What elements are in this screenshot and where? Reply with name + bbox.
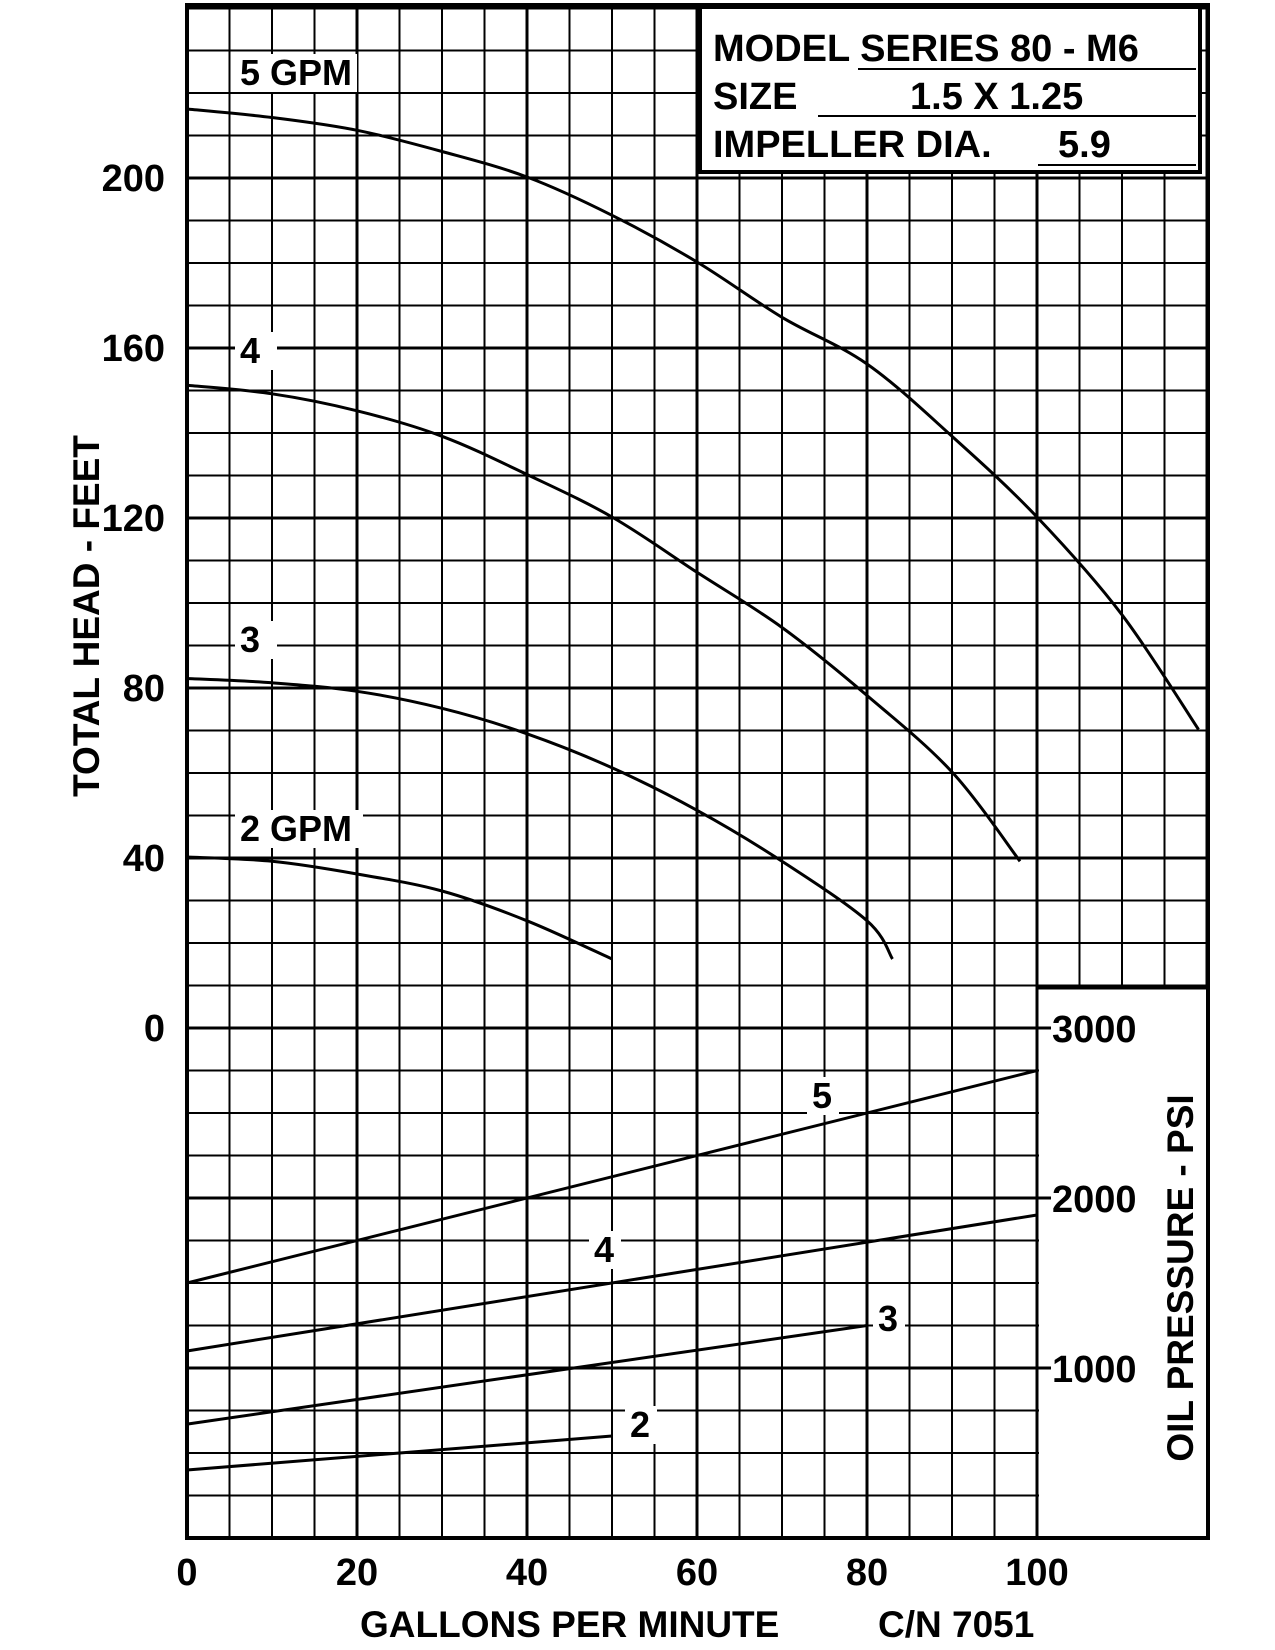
catalog-number: C/N 7051: [878, 1604, 1034, 1645]
pressure-line-2: [186, 1213, 1038, 1353]
x-tick-label: 100: [1005, 1552, 1068, 1594]
pressure-lines: 5 4 3 2: [186, 1069, 1038, 1472]
y-left-tick-label: 160: [102, 328, 165, 370]
x-tick-label: 20: [336, 1552, 378, 1594]
pressure-line-label-bg: [589, 1231, 621, 1269]
head-curve-label: 4: [240, 330, 260, 371]
head-curve-3: [186, 677, 894, 960]
info-impeller-value: 5.9: [1058, 124, 1111, 166]
x-tick-label: 40: [506, 1552, 548, 1594]
chart-frame: [185, 3, 1210, 1540]
head-curves: 5 GPM 4 3 2 GPM: [186, 52, 1200, 961]
y-left-axis-title: TOTAL HEAD - FEET: [66, 435, 107, 797]
info-size-label: SIZE: [713, 76, 797, 118]
pressure-line-1: [186, 1069, 1038, 1285]
pressure-line-label: 2: [630, 1404, 650, 1445]
head-curve-label: 2 GPM: [240, 808, 352, 849]
pressure-line-label-bg: [807, 1077, 839, 1115]
x-axis-title: GALLONS PER MINUTE: [360, 1604, 779, 1645]
info-impeller-label: IMPELLER DIA.: [713, 124, 992, 166]
y-right-tick-label: 2000: [1052, 1179, 1137, 1221]
info-box: [698, 5, 1202, 174]
y-right-tick-label: 1000: [1052, 1349, 1137, 1391]
y-left-tick-label: 200: [102, 158, 165, 200]
plot-border: [185, 3, 1210, 1540]
head-curve-4: [186, 855, 613, 961]
pressure-line-label: 3: [878, 1298, 898, 1339]
y-left-tick-label: 80: [123, 668, 165, 710]
info-model-label: MODEL SERIES 80 - M6: [713, 28, 1139, 70]
y-left-tick-label: 120: [102, 498, 165, 540]
head-curve-label: 3: [240, 619, 260, 660]
y-left-tick-label: 0: [144, 1008, 165, 1050]
pressure-line-3: [186, 1324, 868, 1426]
head-curve-label-bg: [235, 54, 357, 92]
head-curve-label-bg: [235, 332, 277, 370]
pressure-line-label-bg: [625, 1406, 657, 1444]
info-size-value: 1.5 X 1.25: [910, 76, 1083, 118]
x-tick-label: 80: [846, 1552, 888, 1594]
head-curve-label-bg: [235, 621, 277, 659]
head-curve-2: [186, 383, 1022, 863]
pressure-line-label-bg: [873, 1300, 905, 1338]
head-curve-label-bg: [235, 810, 363, 848]
y-left-tick-label: 40: [123, 838, 165, 880]
pressure-line-label: 4: [594, 1229, 614, 1270]
y-right-axis-title: OIL PRESSURE - PSI: [1160, 1094, 1201, 1461]
x-tick-label: 0: [176, 1552, 197, 1594]
pressure-line-4: [186, 1434, 613, 1472]
pressure-line-label: 5: [812, 1075, 832, 1116]
head-curve-1: [186, 107, 1200, 731]
head-curve-label: 5 GPM: [240, 52, 352, 93]
y-right-tick-label: 3000: [1052, 1009, 1137, 1051]
x-tick-label: 60: [676, 1552, 718, 1594]
pressure-axis-panel: [1039, 988, 1207, 1536]
